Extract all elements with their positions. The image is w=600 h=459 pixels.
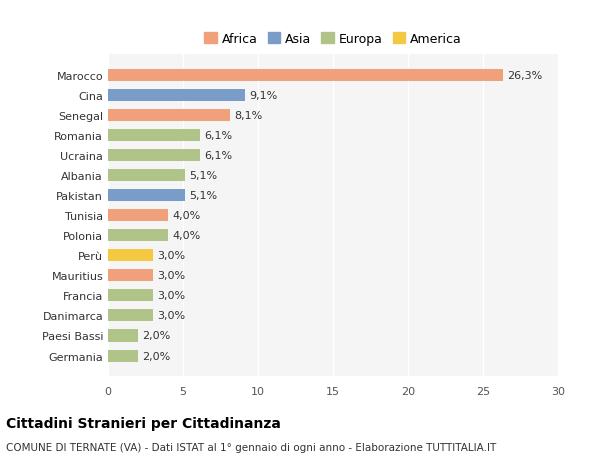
Bar [108,70,503,82]
Bar [108,170,185,182]
Bar [108,230,168,242]
Bar [108,190,185,202]
Text: 5,1%: 5,1% [189,191,217,201]
Bar [108,130,199,142]
Text: 8,1%: 8,1% [234,111,262,121]
Text: 6,1%: 6,1% [204,151,232,161]
Bar [108,350,138,362]
Text: 6,1%: 6,1% [204,131,232,141]
Text: COMUNE DI TERNATE (VA) - Dati ISTAT al 1° gennaio di ogni anno - Elaborazione TU: COMUNE DI TERNATE (VA) - Dati ISTAT al 1… [6,442,496,452]
Bar [108,90,245,102]
Bar [108,150,199,162]
Text: Cittadini Stranieri per Cittadinanza: Cittadini Stranieri per Cittadinanza [6,416,281,430]
Bar [108,290,153,302]
Text: 3,0%: 3,0% [157,311,185,321]
Text: 2,0%: 2,0% [143,351,171,361]
Bar [108,110,229,122]
Bar [108,250,153,262]
Text: 5,1%: 5,1% [189,171,217,181]
Bar [108,270,153,282]
Text: 2,0%: 2,0% [143,331,171,341]
Text: 3,0%: 3,0% [157,271,185,281]
Bar [108,310,153,322]
Text: 9,1%: 9,1% [249,91,277,101]
Text: 3,0%: 3,0% [157,251,185,261]
Text: 4,0%: 4,0% [173,231,201,241]
Text: 4,0%: 4,0% [173,211,201,221]
Legend: Africa, Asia, Europa, America: Africa, Asia, Europa, America [200,29,466,50]
Bar [108,210,168,222]
Text: 3,0%: 3,0% [157,291,185,301]
Text: 26,3%: 26,3% [507,71,542,81]
Bar [108,330,138,342]
